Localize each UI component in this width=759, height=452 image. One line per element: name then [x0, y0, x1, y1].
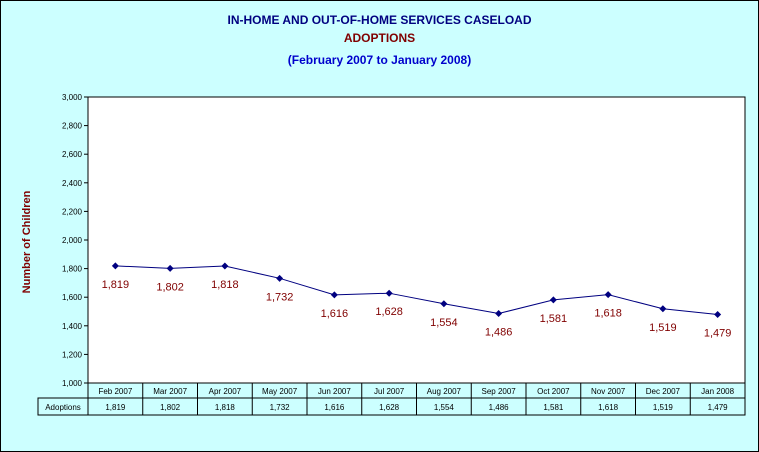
x-tick-label: Jun 2007	[318, 387, 351, 396]
chart-subtitle: ADOPTIONS	[343, 31, 416, 45]
data-label: 1,732	[266, 291, 294, 303]
data-point-marker	[330, 291, 338, 299]
data-label: 1,628	[375, 306, 403, 318]
data-point-marker	[111, 262, 119, 270]
y-tick-label: 2,800	[62, 122, 83, 131]
data-point-marker	[166, 264, 174, 272]
data-point-marker	[604, 291, 612, 299]
x-tick-label: Oct 2007	[537, 387, 570, 396]
table-value-cell: 1,802	[160, 403, 181, 412]
data-label: 1,818	[211, 279, 239, 291]
x-tick-label: Apr 2007	[209, 387, 242, 396]
x-tick-label: Jul 2007	[374, 387, 405, 396]
data-label: 1,802	[156, 281, 184, 293]
x-tick-label: Nov 2007	[591, 387, 626, 396]
data-point-marker	[276, 274, 284, 282]
chart-date-range: (February 2007 to January 2008)	[287, 53, 472, 67]
x-tick-label: Sep 2007	[481, 387, 516, 396]
data-point-marker	[549, 296, 557, 304]
x-tick-label: Aug 2007	[427, 387, 462, 396]
y-tick-label: 2,000	[62, 236, 83, 245]
table-value-cell: 1,581	[543, 403, 564, 412]
data-label: 1,618	[594, 308, 622, 320]
data-point-marker	[221, 262, 229, 270]
y-tick-label: 3,000	[62, 93, 83, 102]
table-value-cell: 1,819	[105, 403, 126, 412]
data-point-marker	[659, 305, 667, 313]
table-value-cell: 1,732	[270, 403, 291, 412]
y-tick-label: 1,200	[62, 350, 83, 359]
data-label: 1,616	[321, 308, 349, 320]
data-label: 1,479	[704, 328, 732, 340]
y-tick-label: 2,200	[62, 207, 83, 216]
table-value-cell: 1,628	[379, 403, 400, 412]
data-label: 1,486	[485, 327, 513, 339]
table-value-cell: 1,616	[324, 403, 345, 412]
data-point-marker	[714, 311, 722, 319]
plot-area	[87, 96, 746, 384]
table-value-cell: 1,818	[215, 403, 236, 412]
y-tick-label: 1,400	[62, 322, 83, 331]
x-tick-label: May 2007	[262, 387, 298, 396]
y-tick-label: 2,600	[62, 150, 83, 159]
table-value-cell: 1,519	[653, 403, 674, 412]
y-tick-label: 1,800	[62, 265, 83, 274]
data-point-marker	[495, 310, 503, 318]
y-tick-label: 1,000	[62, 379, 83, 388]
table-series-name: Adoptions	[45, 403, 81, 412]
table-value-cell: 1,554	[434, 403, 455, 412]
table-value-cell: 1,479	[708, 403, 729, 412]
y-tick-label: 2,400	[62, 179, 83, 188]
chart-title: IN-HOME AND OUT-OF-HOME SERVICES CASELOA…	[227, 13, 532, 27]
data-point-marker	[440, 300, 448, 308]
table-value-cell: 1,618	[598, 403, 619, 412]
x-tick-label: Jan 2008	[701, 387, 734, 396]
table-value-cell: 1,486	[489, 403, 510, 412]
series-line	[115, 265, 718, 316]
x-tick-label: Dec 2007	[646, 387, 681, 396]
data-label: 1,554	[430, 317, 458, 329]
x-tick-label: Mar 2007	[153, 387, 187, 396]
y-tick-label: 1,600	[62, 293, 83, 302]
data-label: 1,519	[649, 322, 677, 334]
data-point-marker	[385, 289, 393, 297]
data-label: 1,581	[540, 313, 568, 325]
data-label: 1,819	[102, 279, 130, 291]
x-tick-label: Feb 2007	[98, 387, 132, 396]
